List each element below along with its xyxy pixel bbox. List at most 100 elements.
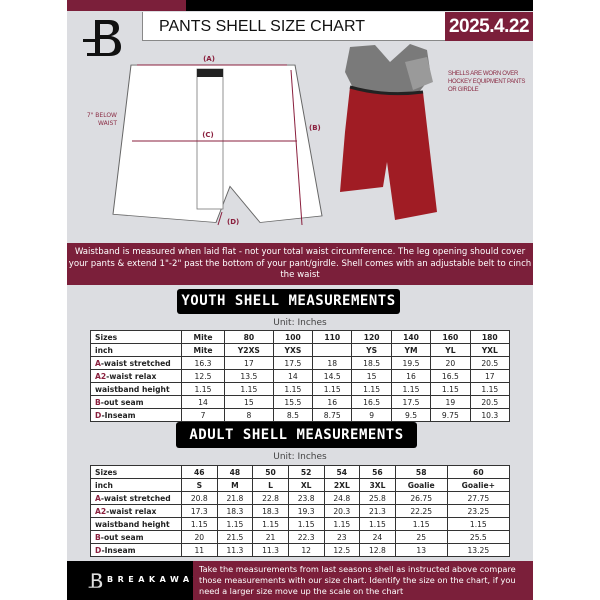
table-cell: Mite — [180, 330, 226, 344]
table-cell: 22.3 — [287, 530, 325, 544]
adult-unit-label: Unit: Inches — [273, 452, 327, 462]
table-cell: 18 — [312, 356, 353, 370]
table-row: D-Inseam 11 11.3 11.3 12 12.5 12.8 13 13.25 — [90, 543, 511, 557]
table-cell: Goalie+ — [446, 478, 511, 492]
table-cell: 16.5 — [430, 369, 471, 383]
table-cell: 100 — [272, 330, 314, 344]
date-badge: 2025.4.22 — [445, 12, 533, 41]
page-title: PANTS SHELL SIZE CHART — [142, 12, 446, 41]
row-label: A2-waist relax — [90, 369, 182, 383]
row-label-prefix: B — [95, 397, 101, 407]
table-cell: 16.3 — [180, 356, 226, 370]
table-row: inch Mite Y2XS YXS YS YM YL YXL — [90, 343, 511, 357]
info-band: Waistband is measured when laid flat - n… — [67, 243, 533, 285]
table-cell: YM — [390, 343, 432, 357]
row-label: D-Inseam — [90, 543, 182, 557]
table-cell: 25.5 — [446, 530, 511, 544]
table-row: B-out seam 14 15 15.5 16 16.5 17.5 19 20.5 — [90, 395, 511, 409]
row-label-text: -waist relax — [106, 371, 157, 381]
table-cell: 25 — [394, 530, 448, 544]
row-label: waistband height — [90, 382, 182, 396]
table-cell: 60 — [446, 465, 511, 479]
top-strip-black — [186, 0, 533, 11]
label-c: (C) — [202, 131, 214, 139]
label-a: (A) — [203, 55, 215, 63]
row-label-text: -out seam — [100, 397, 144, 407]
table-cell: 22.8 — [252, 491, 289, 505]
table-cell: 9.75 — [430, 408, 471, 422]
table-cell: 9 — [351, 408, 392, 422]
table-cell: 12.5 — [323, 543, 361, 557]
table-cell: 48 — [216, 465, 254, 479]
table-cell: 15 — [224, 395, 274, 409]
shorts-diagram: (A) (C) (B) (D) — [112, 55, 323, 226]
row-label: inch — [90, 343, 182, 357]
table-cell: 20 — [430, 356, 471, 370]
label-b: (B) — [309, 124, 321, 132]
table-cell: 1.15 — [469, 382, 511, 396]
table-row: A2-waist relax 12.5 13.5 14 14.5 15 16 16.5 17 — [90, 369, 511, 383]
table-cell: XL — [287, 478, 325, 492]
row-label-text: inch — [95, 345, 113, 355]
footer-brand-name: BREAKAWAY — [107, 575, 204, 584]
youth-size-table: Sizes Mite 80 100 110 120 140 160 180 inch Mite Y2X… — [90, 330, 511, 422]
row-label: A2-waist relax — [90, 504, 182, 518]
table-cell: 1.15 — [180, 382, 226, 396]
top-strip-red — [67, 0, 186, 11]
table-cell: 23.25 — [446, 504, 511, 518]
row-label: B-out seam — [90, 395, 182, 409]
table-row: D-Inseam 7 8 8.5 8.75 9 9.5 9.75 10.3 — [90, 408, 511, 422]
table-cell: 19 — [430, 395, 471, 409]
table-row: waistband height 1.15 1.15 1.15 1.15 1.15 1.15… — [90, 517, 511, 531]
table-row: waistband height 1.15 1.15 1.15 1.15 1.15 1.15… — [90, 382, 511, 396]
table-cell: 22.25 — [394, 504, 448, 518]
table-cell: 1.15 — [351, 382, 392, 396]
table-cell: 18.3 — [216, 504, 254, 518]
table-row: Sizes Mite 80 100 110 120 140 160 180 — [90, 330, 511, 344]
table-cell: 80 — [224, 330, 274, 344]
table-cell: 3XL — [359, 478, 396, 492]
table-cell: 56 — [359, 465, 396, 479]
table-cell: 12.8 — [359, 543, 396, 557]
table-cell: Goalie — [394, 478, 448, 492]
table-cell: YXS — [272, 343, 314, 357]
table-cell: 17.3 — [181, 504, 218, 518]
table-cell: 20.5 — [469, 395, 511, 409]
table-cell: S — [181, 478, 218, 492]
table-cell: 20.8 — [181, 491, 218, 505]
table-cell: 180 — [469, 330, 511, 344]
table-cell: 1.15 — [394, 517, 448, 531]
table-cell: 52 — [287, 465, 325, 479]
table-cell: 23 — [323, 530, 361, 544]
row-label-prefix: B — [95, 532, 101, 542]
table-cell: 18.5 — [351, 356, 392, 370]
table-cell: Y2XS — [224, 343, 274, 357]
table-cell: 1.15 — [287, 517, 325, 531]
table-row: Sizes 46 48 50 52 54 56 58 60 — [90, 465, 511, 479]
table-cell: 13 — [394, 543, 448, 557]
photo-note: SHELLS ARE WORN OVER HOCKEY EQUIPMENT PA… — [448, 71, 526, 93]
table-cell: 26.75 — [394, 491, 448, 505]
table-cell: 14.5 — [312, 369, 353, 383]
table-cell: 17.5 — [390, 395, 432, 409]
table-row: inch S M L XL 2XL 3XL Goalie Goalie+ — [90, 478, 511, 492]
table-cell: 1.15 — [359, 517, 396, 531]
table-cell: 1.15 — [430, 382, 471, 396]
row-label: Sizes — [90, 330, 182, 344]
table-cell: 20 — [181, 530, 218, 544]
table-cell: 1.15 — [252, 517, 289, 531]
row-label-text: -Inseam — [101, 545, 136, 555]
table-cell: 20.5 — [469, 356, 511, 370]
table-cell: 1.15 — [224, 382, 274, 396]
table-cell: 1.15 — [446, 517, 511, 531]
table-cell: 2XL — [323, 478, 361, 492]
size-chart-page: PANTS SHELL SIZE CHART 2025.4.22 (A) (C)… — [67, 0, 533, 600]
table-cell: 8.75 — [312, 408, 353, 422]
below-waist-note: 7" BELOW WAIST — [86, 112, 117, 127]
row-label: inch — [90, 478, 182, 492]
table-cell: 110 — [312, 330, 353, 344]
table-row: A-waist stretched 20.8 21.8 22.8 23.8 24.8 25.… — [90, 491, 511, 505]
table-cell: 160 — [430, 330, 471, 344]
table-cell: 23.8 — [287, 491, 325, 505]
adult-section-title: ADULT SHELL MEASUREMENTS — [176, 422, 417, 448]
